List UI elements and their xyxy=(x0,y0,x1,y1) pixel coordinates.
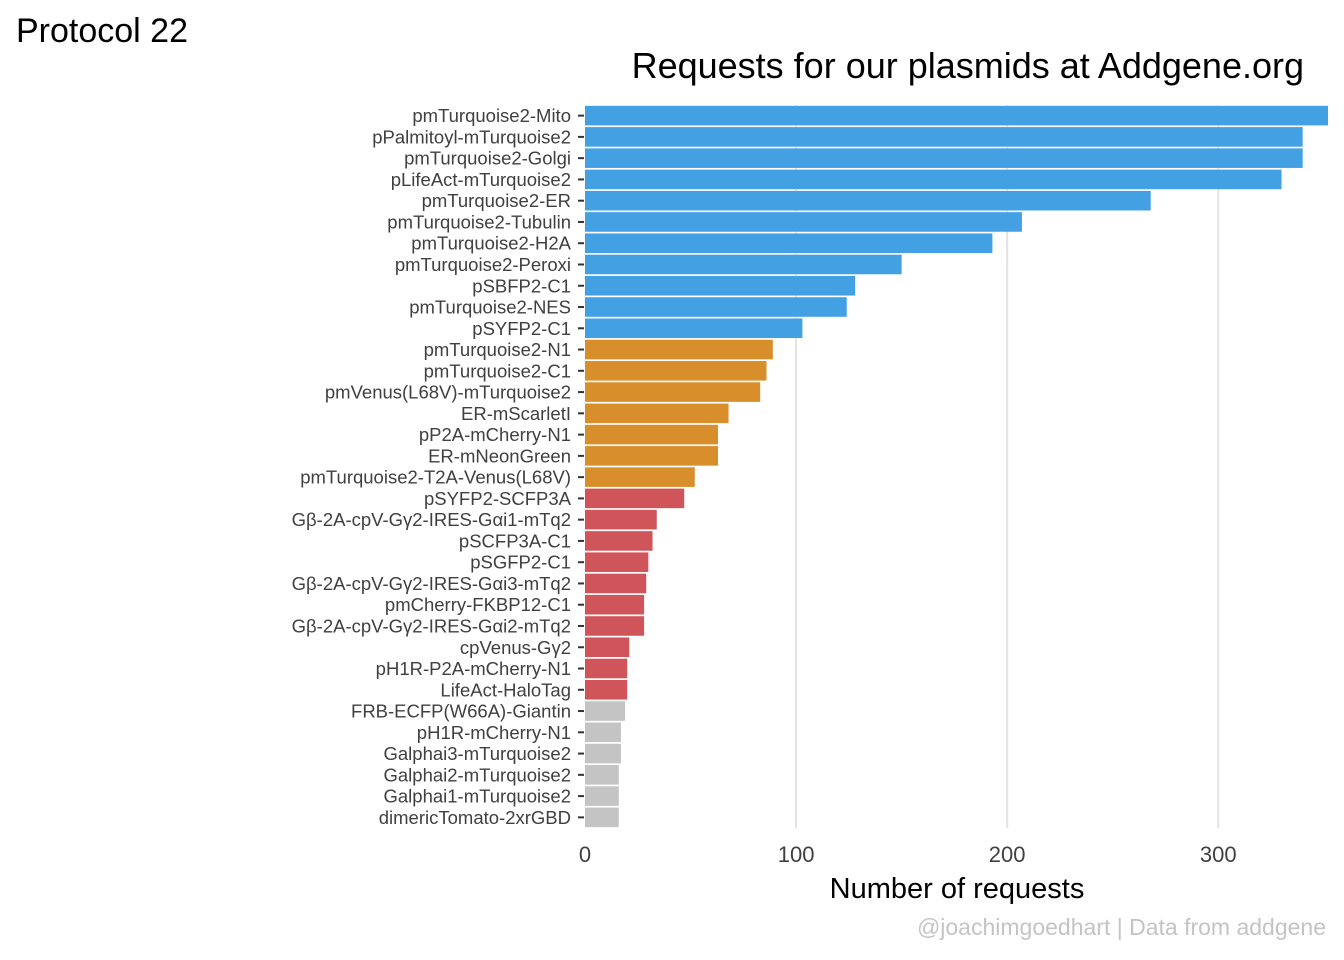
bar-7 xyxy=(585,233,993,254)
category-labels: pmTurquoise2-MitopPalmitoyl-mTurquoise2p… xyxy=(292,105,584,828)
category-label-10: pmTurquoise2-NES xyxy=(409,297,571,318)
bar-10 xyxy=(585,297,847,317)
category-label-15: ER-mScarletI xyxy=(461,403,571,424)
category-label-1: pmTurquoise2-Mito xyxy=(412,105,571,126)
bar-16 xyxy=(585,424,718,445)
bar-19 xyxy=(585,488,685,509)
category-label-20: Gβ-2A-cpV-Gγ2-IRES-Gαi1-mTq2 xyxy=(292,509,571,530)
bar-11 xyxy=(585,318,803,339)
bar-22 xyxy=(585,552,649,572)
category-label-27: pH1R-P2A-mCherry-N1 xyxy=(376,658,571,679)
category-label-6: pmTurquoise2-Tubulin xyxy=(387,211,571,232)
category-label-16: pP2A-mCherry-N1 xyxy=(419,424,571,445)
bar-27 xyxy=(585,658,628,679)
category-label-24: pmCherry-FKBP12-C1 xyxy=(385,594,571,615)
source-caption: @joachimgoedhart | Data from addgene xyxy=(916,914,1326,940)
bar-5 xyxy=(585,190,1151,211)
bar-17 xyxy=(585,446,718,466)
category-label-5: pmTurquoise2-ER xyxy=(422,190,571,211)
category-label-29: FRB-ECFP(W66A)-Giantin xyxy=(351,701,571,722)
bar-20 xyxy=(585,509,657,530)
x-tick-label-100: 100 xyxy=(778,842,815,867)
category-label-7: pmTurquoise2-H2A xyxy=(411,233,571,254)
bar-25 xyxy=(585,616,645,636)
category-label-28: LifeAct-HaloTag xyxy=(440,679,571,700)
category-label-17: ER-mNeonGreen xyxy=(428,445,571,466)
category-label-31: Galphai3-mTurquoise2 xyxy=(384,743,572,764)
bar-18 xyxy=(585,467,695,487)
category-label-13: pmTurquoise2-C1 xyxy=(424,360,571,381)
bar-9 xyxy=(585,275,856,296)
category-label-18: pmTurquoise2-T2A-Venus(L68V) xyxy=(300,467,571,488)
bar-26 xyxy=(585,637,630,658)
category-label-21: pSCFP3A-C1 xyxy=(459,530,571,551)
category-label-30: pH1R-mCherry-N1 xyxy=(417,722,571,743)
category-label-4: pLifeAct-mTurquoise2 xyxy=(391,169,571,190)
bar-28 xyxy=(585,679,628,700)
bar-31 xyxy=(585,743,621,764)
bar-14 xyxy=(585,382,761,402)
x-tick-label-200: 200 xyxy=(989,842,1026,867)
bar-4 xyxy=(585,169,1282,190)
bar-1 xyxy=(585,105,1328,126)
category-label-32: Galphai2-mTurquoise2 xyxy=(384,764,572,785)
x-axis-label: Number of requests xyxy=(830,873,1085,905)
bar-32 xyxy=(585,765,619,785)
category-label-34: dimericTomato-2xrGBD xyxy=(379,807,571,828)
category-label-3: pmTurquoise2-Golgi xyxy=(404,148,571,169)
protocol-label: Protocol 22 xyxy=(16,12,188,50)
bar-29 xyxy=(585,701,626,721)
category-label-23: Gβ-2A-cpV-Gγ2-IRES-Gαi3-mTq2 xyxy=(292,573,571,594)
bar-13 xyxy=(585,361,767,381)
bar-30 xyxy=(585,722,621,743)
bar-2 xyxy=(585,127,1303,147)
category-label-9: pSBFP2-C1 xyxy=(472,275,571,296)
bar-33 xyxy=(585,786,619,806)
bar-23 xyxy=(585,573,647,594)
bar-3 xyxy=(585,148,1303,168)
bar-12 xyxy=(585,339,773,360)
category-label-22: pSGFP2-C1 xyxy=(470,552,571,573)
x-tick-label-0: 0 xyxy=(579,842,591,867)
category-label-25: Gβ-2A-cpV-Gγ2-IRES-Gαi2-mTq2 xyxy=(292,615,571,636)
category-label-2: pPalmitoyl-mTurquoise2 xyxy=(372,126,571,147)
category-label-14: pmVenus(L68V)-mTurquoise2 xyxy=(325,382,571,403)
bars xyxy=(585,105,1328,828)
bar-24 xyxy=(585,594,645,615)
bar-15 xyxy=(585,403,729,424)
bar-6 xyxy=(585,212,1022,232)
category-label-33: Galphai1-mTurquoise2 xyxy=(384,786,572,807)
category-label-26: cpVenus-Gγ2 xyxy=(460,637,571,658)
bar-34 xyxy=(585,807,619,828)
category-label-11: pSYFP2-C1 xyxy=(472,318,571,339)
bar-8 xyxy=(585,254,902,275)
category-label-8: pmTurquoise2-Peroxi xyxy=(395,254,571,275)
category-label-19: pSYFP2-SCFP3A xyxy=(424,488,572,509)
category-label-12: pmTurquoise2-N1 xyxy=(424,339,571,360)
bar-21 xyxy=(585,531,653,551)
x-tick-labels: 0 100 200 300 xyxy=(579,842,1237,867)
chart-title: Requests for our plasmids at Addgene.org xyxy=(632,45,1304,86)
x-tick-label-300: 300 xyxy=(1200,842,1237,867)
